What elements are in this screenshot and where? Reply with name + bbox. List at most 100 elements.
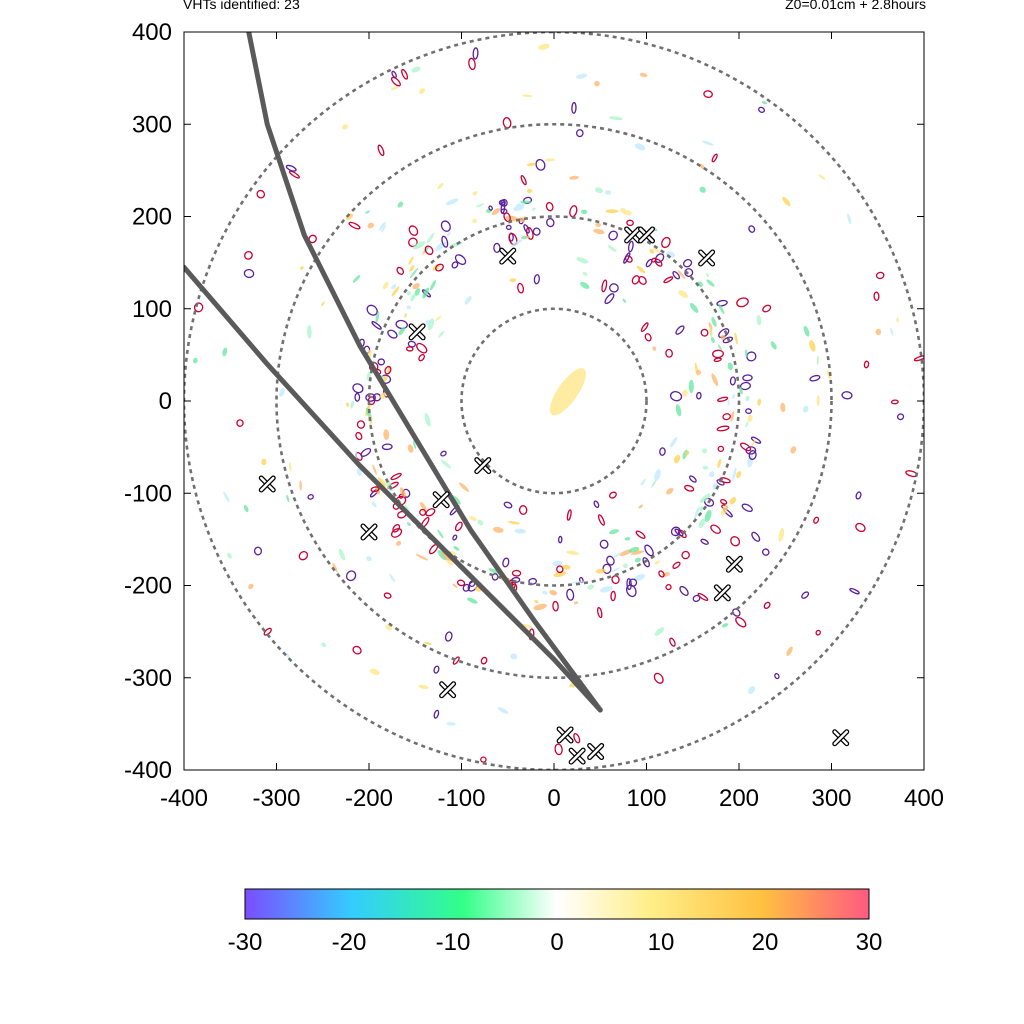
field-blob — [412, 283, 420, 290]
field-blob — [397, 201, 404, 208]
field-blob — [409, 265, 415, 272]
vht-contour — [801, 591, 810, 599]
vht-contour — [520, 174, 527, 186]
field-blob — [510, 239, 523, 247]
vht-contour — [748, 225, 756, 233]
vht-contour — [511, 569, 522, 577]
field-blob — [730, 411, 735, 422]
field-blob — [699, 493, 711, 503]
vht-contour — [890, 399, 899, 405]
field-blob — [711, 373, 719, 387]
field-blob — [571, 581, 585, 584]
field-blob — [581, 209, 588, 215]
vht-contour — [670, 526, 681, 537]
vht-contour — [745, 408, 752, 414]
vht-contour — [644, 544, 654, 557]
vht-marker — [624, 226, 642, 244]
vht-contour — [365, 393, 376, 402]
field-blob — [576, 257, 589, 264]
field-blob — [623, 210, 632, 216]
vht-contour — [377, 358, 386, 366]
vht-contour — [628, 578, 638, 587]
field-blob — [673, 454, 681, 464]
field-blob — [757, 398, 762, 406]
vht-contour — [472, 47, 479, 60]
field-blob — [423, 245, 431, 253]
field-blob — [383, 429, 390, 441]
vht-contour — [761, 548, 770, 556]
field-blob — [372, 464, 377, 475]
field-blob — [243, 505, 249, 513]
vht-contour — [348, 221, 361, 230]
field-blob — [375, 311, 380, 323]
vht-contour — [256, 189, 266, 199]
field-blob — [514, 528, 526, 534]
vht-contour — [468, 57, 476, 71]
field-blob — [702, 465, 709, 470]
field-blob — [624, 537, 631, 541]
field-blob — [694, 506, 700, 519]
x-tick-label: 0 — [547, 785, 560, 812]
vht-contour — [875, 271, 885, 280]
range-ring — [367, 215, 741, 587]
vht-marker — [638, 226, 655, 244]
vht-contour — [243, 268, 255, 279]
field-blob — [709, 326, 713, 338]
vht-contour — [606, 555, 615, 566]
field-blob — [522, 94, 533, 98]
vht-contour — [717, 396, 729, 402]
vht-contour — [740, 442, 752, 452]
field-blob — [411, 66, 421, 73]
vht-contour — [665, 584, 672, 591]
vht-marker — [439, 681, 457, 699]
field-blob — [534, 600, 539, 604]
vht-contour — [355, 431, 363, 441]
vht-contour — [626, 578, 632, 591]
field-blob — [786, 646, 793, 656]
field-blob — [441, 551, 452, 561]
field-blob — [818, 174, 826, 180]
x-tick-label: -200 — [345, 785, 393, 812]
vht-contour — [597, 606, 603, 619]
vht-contour — [719, 477, 731, 484]
vht-contour — [405, 346, 414, 352]
vht-contour — [712, 349, 724, 359]
field-blob — [525, 235, 531, 239]
field-blob — [227, 552, 232, 559]
field-blob — [654, 560, 660, 565]
field-blob — [599, 586, 613, 593]
vht-contour — [444, 631, 453, 642]
vht-contour — [736, 297, 749, 308]
vht-contour — [682, 259, 693, 268]
vht-contour — [263, 627, 272, 636]
field-blob — [492, 526, 504, 533]
field-blob — [321, 642, 327, 647]
field-blob — [717, 459, 722, 469]
field-blob — [192, 357, 198, 364]
field-blob — [513, 205, 524, 212]
field-blob — [569, 175, 579, 180]
x-tick-label: -300 — [252, 785, 300, 812]
field-blob — [636, 265, 646, 274]
field-blob — [717, 344, 722, 351]
vht-marker — [713, 584, 731, 602]
field-blob — [222, 347, 228, 357]
vht-contour — [730, 536, 741, 547]
vht-contour — [419, 508, 427, 516]
field-blob — [379, 392, 386, 400]
vht-contour — [644, 333, 652, 342]
vht-contour — [713, 357, 722, 363]
field-blob — [875, 328, 882, 336]
field-blob — [595, 222, 602, 227]
field-blob — [505, 215, 518, 222]
vht-contour — [569, 205, 578, 218]
field-blob — [391, 286, 400, 297]
vht-contour — [635, 530, 646, 539]
vht-contour — [371, 321, 382, 330]
field-blob — [390, 86, 399, 91]
vht-contour — [552, 600, 559, 612]
field-blob — [509, 278, 517, 282]
vht-markers — [258, 226, 850, 765]
field-blob — [459, 482, 469, 492]
